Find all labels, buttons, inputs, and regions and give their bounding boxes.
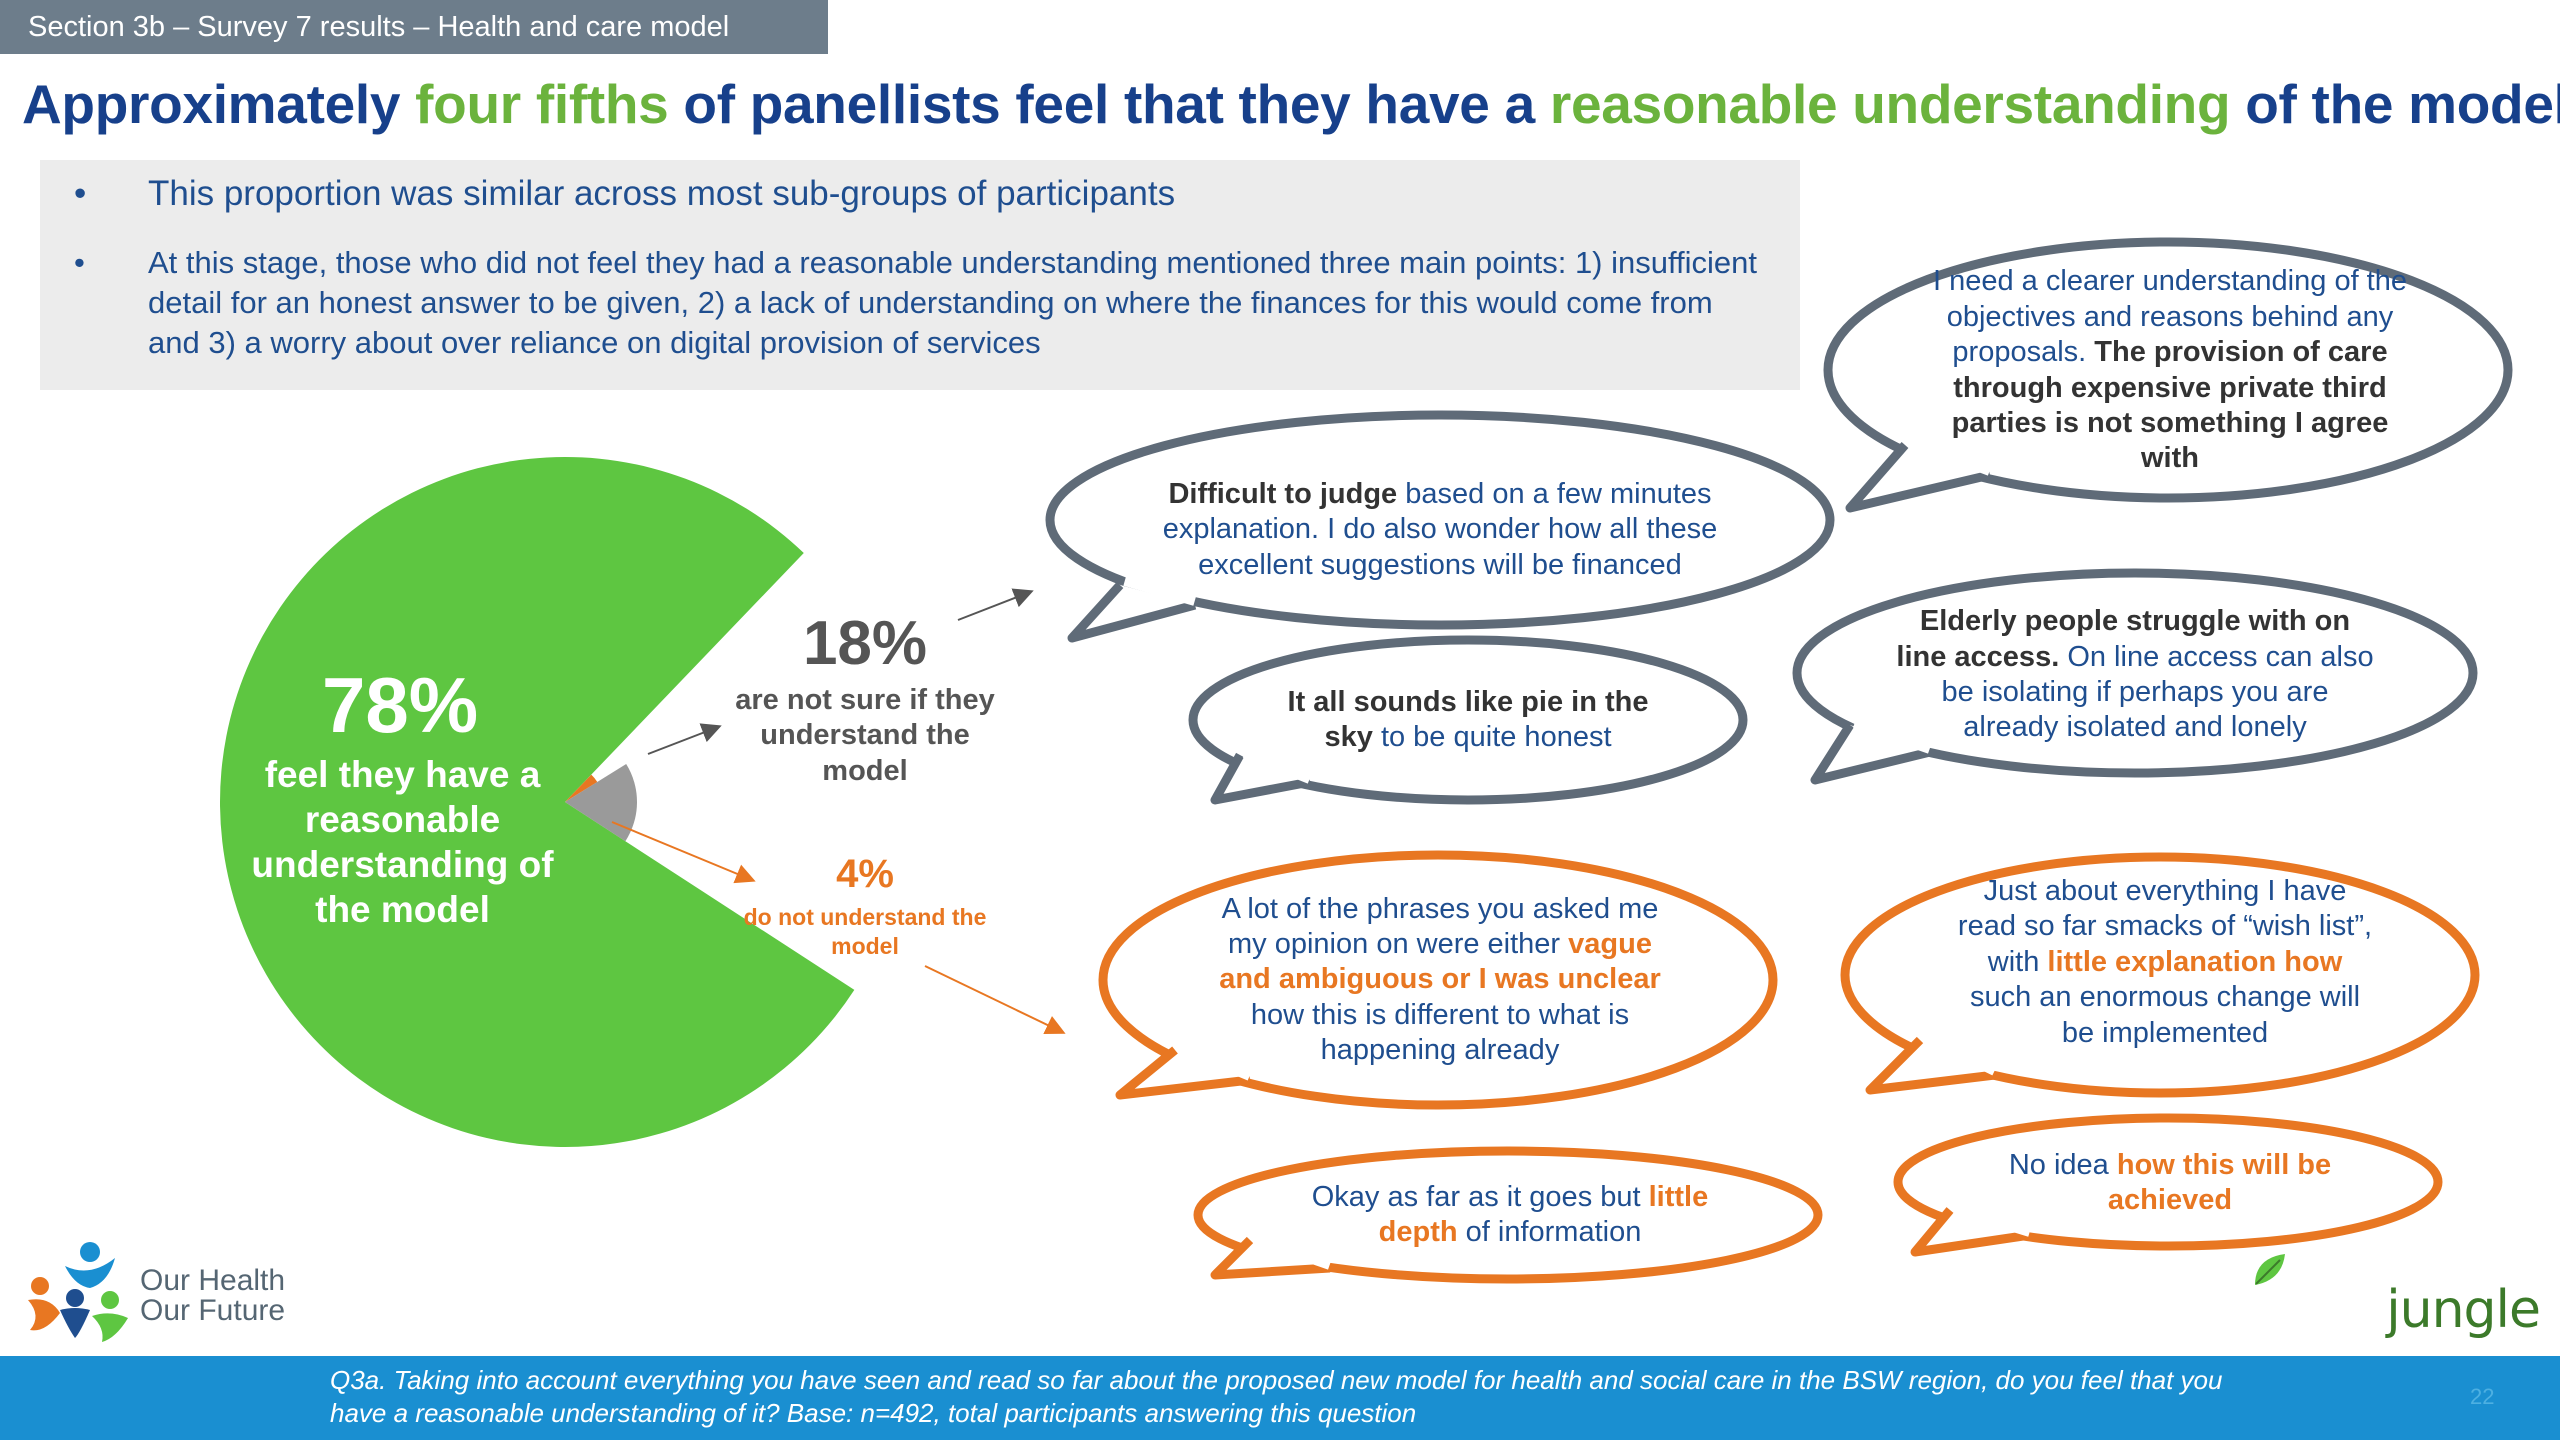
slice-4-value: 4%: [836, 852, 894, 896]
logo-line-2: Our Future: [140, 1294, 286, 1327]
pie-slice-no-understanding: [565, 774, 598, 802]
quote-6-lead: Just about everything I have read so far…: [1957, 875, 2373, 978]
pie-slice-reasonable: [220, 456, 855, 1148]
jungle-green-logo: jungle green: [2250, 1254, 2541, 1400]
quote-7: Okay as far as it goes but little depth …: [1285, 1177, 1735, 1253]
people-icon: [28, 1242, 128, 1342]
section-tag: Section 3b – Survey 7 results – Health a…: [0, 0, 828, 54]
bubble-q2: [1823, 237, 2513, 513]
slice-4-label: do not understand the model: [743, 904, 987, 959]
bullet-1: This proportion was similar across most …: [74, 174, 1770, 213]
quote-7-lead: Okay as far as it goes but: [1311, 1180, 1649, 1213]
quote-2-rest: The provision of care through expensive …: [1951, 336, 2389, 475]
arrow-18-pct: [647, 723, 722, 755]
arrow-4-to-quotes: [924, 965, 1066, 1035]
bubble-q3: [1188, 635, 1748, 805]
slice-78-value: 78%: [321, 661, 479, 749]
title-part-3: of the model: [2230, 73, 2560, 135]
quote-1-lead: Difficult to judge: [1168, 477, 1406, 510]
page-title: Approximately four fifths of panellists …: [22, 72, 2560, 136]
title-highlight-1: four fifths: [415, 73, 669, 135]
quote-7-rest: of information: [1457, 1216, 1642, 1248]
quote-3-rest: to be quite honest: [1380, 721, 1612, 753]
quote-2: I need a clearer understanding of the ob…: [1925, 258, 2415, 483]
bubble-q4: [1792, 568, 2478, 785]
bubble-q5: [1098, 850, 1778, 1110]
quote-2-lead: I need a clearer understanding of the ob…: [1933, 265, 2407, 369]
our-health-our-future-logo: Our Health Our Future: [20, 1238, 300, 1348]
quote-4-rest: On line access can also be isolating if …: [1941, 640, 2374, 744]
pie-slice-not-sure: [565, 764, 637, 842]
quote-4-lead: Elderly people struggle with on line acc…: [1896, 605, 2351, 673]
quote-6-rest: such an enormous change will be implemen…: [1969, 981, 2361, 1049]
quote-4: Elderly people struggle with on line acc…: [1895, 600, 2375, 750]
slice-78-label: feel they have a reasonable understandin…: [251, 754, 554, 931]
quote-8-highlight: how this will be achieved: [2107, 1148, 2332, 1216]
quote-5: A lot of the phrases you asked me my opi…: [1205, 885, 1675, 1075]
bubble-q6: [1840, 852, 2480, 1098]
quote-1: Difficult to judge based on a few minute…: [1160, 455, 1720, 605]
footer-bar: Q3a. Taking into account everything you …: [0, 1356, 2560, 1440]
quote-8: No idea how this will be achieved: [1985, 1145, 2355, 1221]
question-footnote: Q3a. Taking into account everything you …: [330, 1365, 2223, 1428]
pie-chart: [220, 456, 855, 1148]
title-part-2: of panellists feel that they have a: [668, 73, 1550, 135]
arrow-18-to-quotes: [957, 588, 1034, 621]
summary-panel: This proportion was similar across most …: [40, 160, 1800, 390]
bubble-q1: [1045, 410, 1835, 643]
quote-5-rest: how this is different to what is happeni…: [1250, 998, 1630, 1067]
quote-3: It all sounds like pie in the sky to be …: [1268, 680, 1668, 760]
quote-7-highlight: little depth: [1378, 1180, 1709, 1248]
quote-8-lead: No idea: [2008, 1148, 2117, 1181]
arrow-4-pct: [611, 821, 756, 884]
slice-18-value: 18%: [802, 609, 928, 678]
quote-6-highlight: little explanation how: [2047, 945, 2343, 978]
logo-line-1: Our Health: [140, 1264, 286, 1297]
leaf-icon: [2255, 1254, 2285, 1285]
page-number: 22: [2470, 1384, 2495, 1409]
quote-6: Just about everything I have read so far…: [1955, 870, 2375, 1055]
bubble-q7: [1193, 1146, 1823, 1284]
bubble-q8: [1893, 1113, 2443, 1257]
quote-1-rest: based on a few minutes explanation. I do…: [1162, 477, 1718, 581]
title-part-1: Approximately: [22, 73, 416, 135]
slice-18-label: are not sure if they understand the mode…: [735, 684, 995, 787]
quote-5-highlight: vague and ambiguous or I was unclear: [1219, 927, 1661, 996]
quote-3-lead: It all sounds like pie in the sky: [1287, 685, 1649, 753]
title-highlight-2: reasonable understanding: [1549, 73, 2231, 135]
quote-5-lead: A lot of the phrases you asked me my opi…: [1221, 892, 1659, 960]
bullet-2: At this stage, those who did not feel th…: [74, 243, 1770, 362]
